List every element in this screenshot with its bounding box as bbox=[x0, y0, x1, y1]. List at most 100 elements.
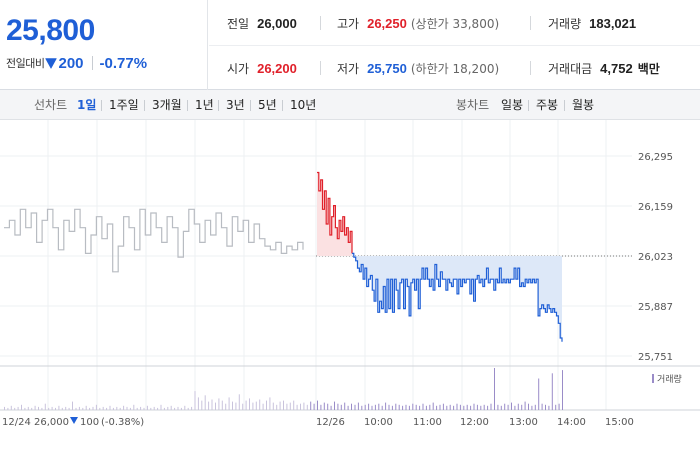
amount-value: 4,752 bbox=[600, 60, 633, 76]
down-fill-area bbox=[352, 253, 562, 342]
divider bbox=[564, 100, 565, 111]
volume-bar bbox=[429, 404, 431, 411]
volume-bar bbox=[507, 404, 509, 411]
prev-day-close: 26,000 bbox=[34, 417, 69, 428]
period-1year[interactable]: 1년 bbox=[195, 98, 214, 112]
current-price: 25,800 bbox=[6, 14, 95, 47]
y-tick-label: 26,295 bbox=[638, 152, 673, 163]
volume-bar bbox=[466, 404, 468, 411]
prev-day-date: 12/24 bbox=[2, 417, 31, 428]
volume-bar bbox=[75, 407, 77, 410]
divider bbox=[528, 100, 529, 111]
volume-bar bbox=[483, 404, 485, 411]
upper-limit: (상한가 33,800) bbox=[410, 16, 500, 31]
volume-bar bbox=[61, 407, 63, 410]
volume-bar bbox=[286, 403, 288, 410]
divider bbox=[250, 100, 251, 111]
volume-bar bbox=[58, 405, 60, 410]
volume-bar bbox=[153, 406, 155, 410]
volume-bar bbox=[534, 404, 536, 411]
volume-value: 183,021 bbox=[589, 15, 637, 31]
volume-bar bbox=[17, 406, 19, 410]
down-triangle-icon bbox=[70, 417, 78, 424]
period-5years[interactable]: 5년 bbox=[258, 98, 277, 112]
divider bbox=[218, 100, 219, 111]
volume-bar bbox=[78, 406, 80, 410]
volume-bar bbox=[225, 403, 227, 410]
volume-bar bbox=[398, 404, 400, 411]
open-stat: 시가 26,200 bbox=[227, 57, 297, 79]
candle-weekly[interactable]: 주봉 bbox=[536, 98, 559, 112]
period-3months[interactable]: 3개월 bbox=[152, 98, 182, 112]
volume-bar bbox=[378, 403, 380, 410]
lower-limit: (하한가 18,200) bbox=[410, 61, 500, 76]
volume-bar bbox=[330, 405, 332, 410]
volume-bar bbox=[517, 403, 519, 410]
volume-bar bbox=[255, 401, 257, 410]
volume-bar bbox=[48, 407, 50, 410]
amount-unit: 백만 bbox=[637, 61, 660, 76]
volume-label: 거래량 bbox=[548, 16, 582, 31]
stat-grid: 전일 26,000 고가 26,250 (상한가 33,800) 거래량 183… bbox=[209, 0, 700, 90]
prev-day-change: 100 bbox=[80, 417, 99, 428]
volume-bar bbox=[337, 403, 339, 410]
period-10years[interactable]: 10년 bbox=[290, 98, 317, 112]
volume-bar bbox=[187, 407, 189, 410]
y-tick-label: 25,751 bbox=[638, 352, 673, 363]
period-1day[interactable]: 1일 bbox=[77, 98, 97, 112]
volume-bar bbox=[65, 406, 67, 410]
volume-bar bbox=[133, 404, 135, 411]
volume-bar bbox=[497, 404, 499, 411]
volume-bar bbox=[279, 401, 281, 410]
volume-bar bbox=[140, 406, 142, 410]
volume-bar bbox=[38, 406, 39, 410]
divider bbox=[187, 100, 188, 111]
volume-bar bbox=[446, 405, 448, 410]
volume-bar bbox=[116, 406, 118, 410]
volume-bar bbox=[89, 407, 91, 410]
volume-bar bbox=[313, 403, 315, 410]
volume-bar bbox=[405, 404, 407, 411]
candle-daily[interactable]: 일봉 bbox=[501, 98, 524, 112]
volume-bar bbox=[129, 407, 131, 410]
period-3years[interactable]: 3년 bbox=[226, 98, 245, 112]
volume-bar bbox=[344, 402, 346, 410]
low-stat: 저가 25,750 (하한가 18,200) bbox=[337, 57, 499, 79]
volume-bar bbox=[259, 399, 261, 410]
volume-bar bbox=[228, 397, 230, 410]
candle-monthly[interactable]: 월봉 bbox=[572, 98, 595, 112]
volume-bars bbox=[4, 368, 563, 411]
divider bbox=[101, 100, 102, 111]
volume-bar bbox=[201, 400, 203, 411]
volume-bar bbox=[238, 394, 240, 411]
x-tick-label: 15:00 bbox=[605, 417, 634, 428]
volume-bar bbox=[320, 404, 322, 411]
volume-bar bbox=[538, 378, 540, 410]
volume-bar bbox=[545, 404, 546, 411]
volume-bar bbox=[184, 405, 186, 410]
volume-bar bbox=[262, 403, 264, 410]
volume-bar bbox=[289, 402, 291, 410]
open-value: 26,200 bbox=[257, 60, 297, 76]
volume-bar bbox=[95, 404, 97, 411]
high-label: 고가 bbox=[337, 16, 360, 31]
period-1week[interactable]: 1주일 bbox=[109, 98, 139, 112]
divider bbox=[91, 56, 93, 70]
volume-bar bbox=[215, 402, 216, 410]
volume-bar bbox=[347, 405, 349, 410]
volume-bar bbox=[528, 403, 529, 410]
volume-bar bbox=[27, 406, 29, 410]
volume-bar bbox=[303, 402, 305, 410]
volume-bar bbox=[31, 407, 33, 410]
volume-legend-swatch bbox=[652, 374, 654, 383]
volume-bar bbox=[480, 405, 482, 410]
volume-bar bbox=[112, 407, 114, 410]
volume-bar bbox=[548, 405, 550, 410]
volume-bar bbox=[245, 400, 247, 411]
volume-bar bbox=[4, 406, 5, 410]
volume-bar bbox=[102, 406, 104, 410]
volume-bar bbox=[24, 407, 26, 410]
price-change-row: 전일대비 200 -0.77% bbox=[6, 54, 147, 72]
y-tick-label: 25,887 bbox=[638, 302, 673, 313]
volume-bar bbox=[177, 406, 179, 410]
